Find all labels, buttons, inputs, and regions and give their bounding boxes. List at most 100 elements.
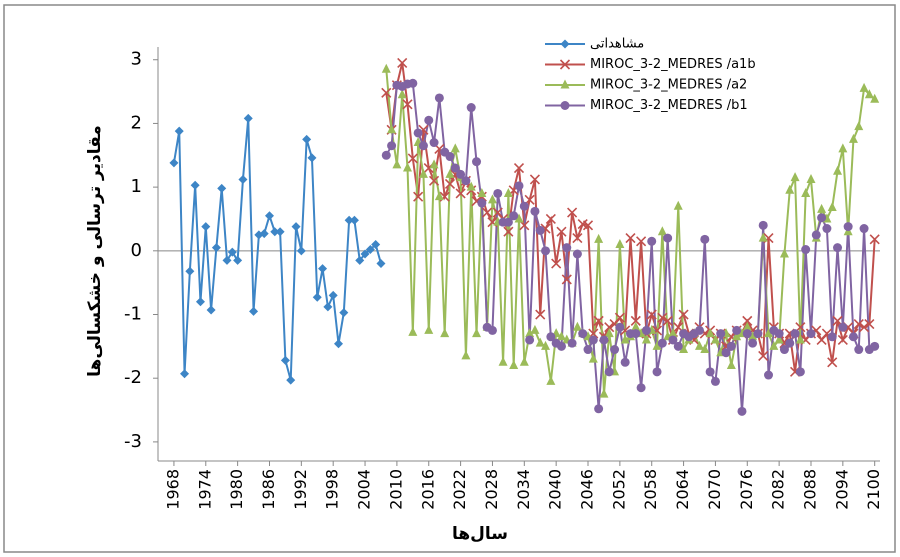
marker [791,329,800,338]
marker [828,332,837,341]
marker [599,335,608,344]
y-tick-label: 3 [131,49,142,70]
marker [525,335,534,344]
x-tick-label: 1986 [259,469,278,510]
marker [812,230,821,239]
x-tick-label: 2046 [578,469,597,510]
marker [674,342,683,351]
x-tick-label: 2100 [864,469,883,510]
marker [642,326,651,335]
marker [515,181,524,190]
marker [568,339,577,348]
marker [419,141,428,150]
x-tick-label: 2058 [641,469,660,510]
marker [817,213,826,222]
marker [408,79,417,88]
y-tick-label: 2 [131,112,142,133]
marker [594,404,603,413]
x-tick-label: 2040 [546,469,565,510]
x-tick-label: 1980 [227,469,246,510]
x-tick-label: 1974 [195,469,214,510]
page: سال‌ها مقادیر ترسالی و خشکسالی‌ها -3 -2 -1… [0,0,900,557]
marker [435,93,444,102]
marker [488,326,497,335]
marker [647,237,656,246]
marker [387,141,396,150]
legend-label: مشاهداتی [590,37,644,52]
marker [711,377,720,386]
x-tick-label: 1998 [323,469,342,510]
marker [727,342,736,351]
x-tick-label: 2070 [705,469,724,510]
marker [658,339,667,348]
y-tick-label: -1 [124,304,142,325]
y-axis-title: مقادیر ترسالی و خشکسالی‌ها [85,125,105,377]
marker [775,329,784,338]
marker [467,103,476,112]
marker [541,246,550,255]
marker [589,335,598,344]
marker [706,367,715,376]
marker [759,221,768,230]
x-tick-label: 2064 [673,469,692,510]
marker [557,342,566,351]
marker [536,226,545,235]
marker [838,323,847,332]
marker [764,371,773,380]
marker [844,222,853,231]
marker [849,332,858,341]
marker [573,250,582,259]
marker [584,345,593,354]
y-tick-label: 0 [131,240,142,261]
chart: سال‌ها مقادیر ترسالی و خشکسالی‌ها -3 -2 -1… [0,0,900,557]
marker [748,339,757,348]
marker [493,189,502,198]
marker [382,151,391,160]
marker [430,138,439,147]
marker [737,407,746,416]
marker [695,326,704,335]
marker [806,329,815,338]
marker [870,342,879,351]
legend-label: MIROC_3-2_MEDRES /b1 [590,98,748,113]
marker [653,367,662,376]
marker [605,367,614,376]
marker [663,234,672,243]
marker [445,152,454,161]
x-axis-title: سال‌ها [452,524,508,544]
marker [753,329,762,338]
legend-label: MIROC_3-2_MEDRES /a1b [590,57,756,72]
marker [509,211,518,220]
marker [700,235,709,244]
marker [477,199,486,208]
marker [610,345,619,354]
marker [743,329,752,338]
marker [637,383,646,392]
marker [578,329,587,338]
x-tick-label: 2034 [514,469,533,510]
marker [854,345,863,354]
marker [796,367,805,376]
marker [615,323,624,332]
marker [414,128,423,137]
marker [472,157,481,166]
marker [562,243,571,252]
x-tick-label: 1968 [163,469,182,510]
marker [530,207,539,216]
marker [424,116,433,125]
legend-marker [561,101,570,110]
x-tick-label: 2010 [386,469,405,510]
x-tick-label: 2052 [609,469,628,510]
y-tick-label: -2 [124,367,142,388]
marker [716,329,725,338]
marker [621,358,630,367]
x-tick-label: 2094 [832,469,851,510]
x-tick-label: 2082 [769,469,788,510]
y-tick-label: -3 [124,431,142,452]
marker [785,339,794,348]
marker [520,202,529,211]
marker [822,224,831,233]
x-tick-label: 2088 [800,469,819,510]
y-tick-label: 1 [131,176,142,197]
marker [801,245,810,254]
